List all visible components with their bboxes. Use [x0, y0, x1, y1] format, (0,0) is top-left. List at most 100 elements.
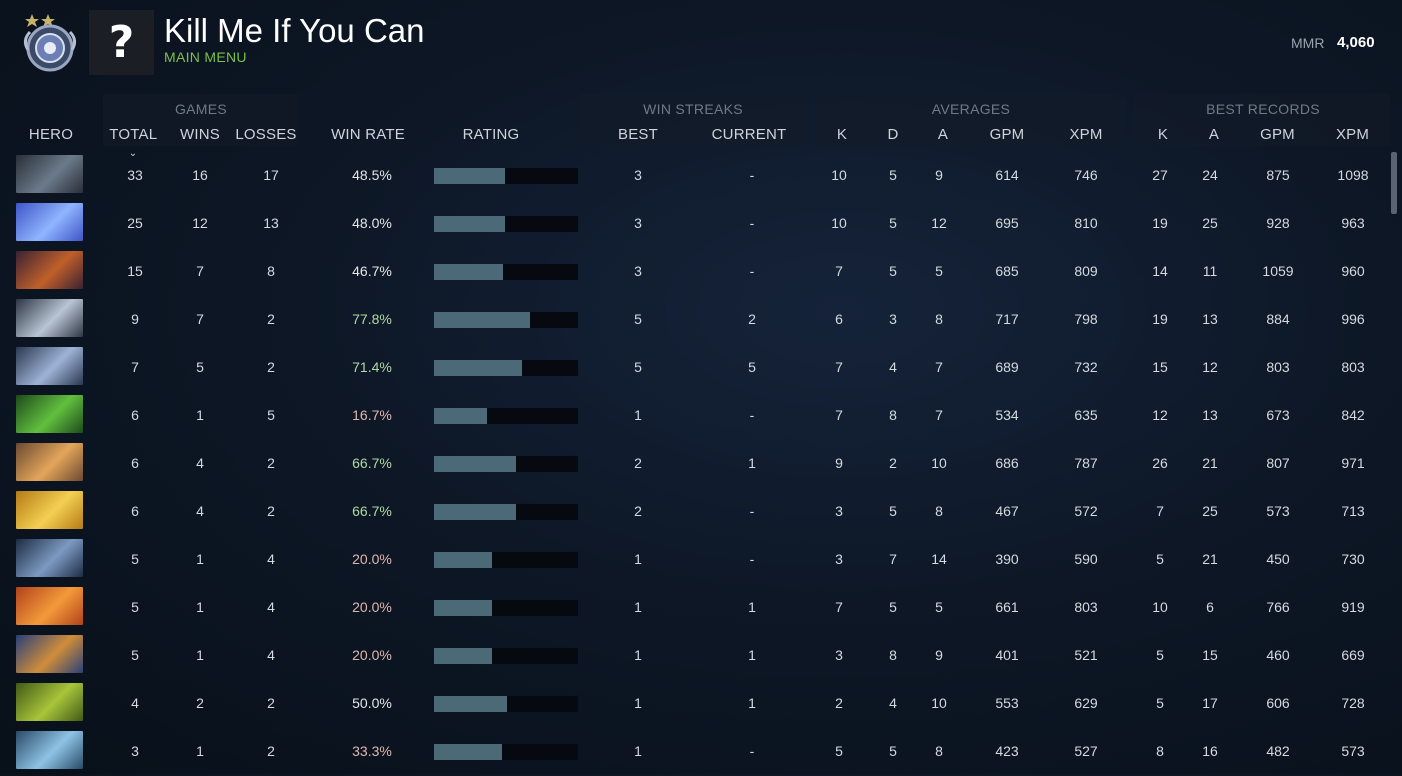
col-hero[interactable]: HERO [28, 126, 74, 143]
cell-best-gpm: 482 [1266, 743, 1290, 759]
col-win-rate[interactable]: WIN RATE [331, 126, 405, 143]
hero-portrait-13[interactable] [16, 731, 83, 769]
col-avg-gpm[interactable]: GPM [989, 126, 1025, 143]
cell-avg-gpm: 661 [995, 599, 1019, 615]
cell-wins: 1 [196, 407, 204, 423]
cell-current-streak: - [749, 407, 755, 423]
col-best-streak[interactable]: BEST [618, 126, 658, 143]
col-avg-a[interactable]: A [937, 126, 949, 143]
cell-current-streak: - [749, 167, 755, 183]
cell-best-gpm: 807 [1266, 455, 1290, 471]
cell-best-a: 25 [1202, 215, 1218, 231]
cell-avg-gpm: 614 [995, 167, 1019, 183]
profile-header: ? Kill Me If You Can MAIN MENU MMR 4,060 [0, 0, 1402, 82]
rating-bar-fill [434, 648, 492, 664]
cell-wins: 1 [196, 647, 204, 663]
col-rating[interactable]: RATING [462, 126, 520, 143]
cell-current-streak: 1 [748, 695, 756, 711]
cell-avg-gpm: 685 [995, 263, 1019, 279]
best-records-group-band [1134, 94, 1390, 146]
cell-best-k: 19 [1152, 311, 1168, 327]
cell-avg-d: 3 [889, 311, 897, 327]
cell-best-gpm: 450 [1266, 551, 1290, 567]
cell-avg-gpm: 390 [995, 551, 1019, 567]
rating-bar-fill [434, 696, 507, 712]
cell-avg-d: 5 [889, 743, 897, 759]
hero-portrait-6[interactable] [16, 395, 83, 433]
col-avg-k[interactable]: K [836, 126, 848, 143]
cell-avg-d: 2 [889, 455, 897, 471]
player-avatar[interactable]: ? [89, 10, 154, 75]
col-current-streak[interactable]: CURRENT [711, 126, 787, 143]
table-row[interactable]: 9 7 2 5 2 6 3 8 717 798 19 13 884 996 77.8% [0, 296, 1390, 344]
games-group-band [103, 94, 298, 146]
hero-portrait-5[interactable] [16, 347, 83, 385]
hero-portrait-4[interactable] [16, 299, 83, 337]
table-row[interactable]: 7 5 2 5 5 7 4 7 689 732 15 12 803 803 71.4% [0, 344, 1390, 392]
table-row[interactable]: 6 1 5 1 - 7 8 7 534 635 12 13 673 842 16.7% [0, 392, 1390, 440]
cell-avg-xpm: 746 [1074, 167, 1098, 183]
col-best-gpm[interactable]: GPM [1260, 126, 1295, 143]
cell-best-a: 24 [1202, 167, 1218, 183]
hero-portrait-3[interactable] [16, 251, 83, 289]
col-wins[interactable]: WINS [180, 126, 220, 143]
cell-best-xpm: 971 [1341, 455, 1365, 471]
table-row[interactable]: 25 12 13 3 - 10 5 12 695 810 19 25 928 963 48.0% [0, 200, 1390, 248]
rating-bar-fill [434, 312, 530, 328]
cell-wins: 4 [196, 455, 204, 471]
table-row[interactable]: 5 1 4 1-3 7 14 390 590 5 21 450 730 20.0% [0, 536, 1390, 584]
cell-best-xpm: 713 [1341, 503, 1365, 519]
cell-best-a: 11 [1202, 263, 1218, 279]
cell-avg-k: 7 [835, 263, 843, 279]
rating-bar-fill [434, 216, 505, 232]
table-row[interactable]: 4 2 2 1 1 2 4 10 553 629 5 17 606 728 50.0% [0, 680, 1390, 728]
cell-avg-a: 10 [931, 695, 947, 711]
col-avg-xpm[interactable]: XPM [1069, 126, 1103, 143]
cell-best-k: 12 [1152, 407, 1168, 423]
cell-avg-a: 7 [935, 407, 943, 423]
hero-portrait-11[interactable] [16, 635, 83, 673]
cell-best-gpm: 875 [1266, 167, 1290, 183]
rating-bar [434, 600, 578, 616]
cell-total: 33 [127, 167, 143, 183]
table-row[interactable]: 6 4 2 2 1 9 2 10 686 787 26 21 807 971 66.7% [0, 440, 1390, 488]
cell-current-streak: 1 [748, 599, 756, 615]
hero-portrait-12[interactable] [16, 683, 83, 721]
rating-bar-fill [434, 552, 492, 568]
col-losses[interactable]: LOSSES [235, 126, 297, 143]
scrollbar-thumb[interactable] [1391, 152, 1397, 214]
main-menu-link[interactable]: MAIN MENU [164, 49, 247, 65]
win-streaks-group-band [580, 94, 806, 146]
cell-wins: 12 [192, 215, 208, 231]
cell-win-rate: 48.5% [352, 167, 392, 183]
cell-avg-a: 9 [935, 647, 943, 663]
hero-portrait-7[interactable] [16, 443, 83, 481]
table-row[interactable]: 3 1 2 1 - 5 5 8 423 527 8 16 482 573 33.3% [0, 728, 1390, 776]
col-best-xpm[interactable]: XPM [1335, 126, 1370, 143]
cell-best-streak: 2 [634, 503, 642, 519]
cell-avg-a: 14 [931, 551, 947, 567]
hero-portrait-10[interactable] [16, 587, 83, 625]
cell-avg-xpm: 572 [1074, 503, 1098, 519]
col-best-k[interactable]: K [1157, 126, 1169, 143]
table-row[interactable]: 5 1 4 1 1 3 8 9 401 521 5 15 460 669 20.0% [0, 632, 1390, 680]
rating-bar [434, 504, 578, 520]
table-row[interactable]: 15 7 8 3 - 7 5 5 685 809 14 11 1059 960 46.7% [0, 248, 1390, 296]
col-total[interactable]: TOTAL ⌄ [103, 126, 163, 160]
hero-portrait-9[interactable] [16, 539, 83, 577]
cell-win-rate: 20.0% [352, 647, 392, 663]
cell-avg-k: 10 [831, 215, 847, 231]
table-row[interactable]: 5 1 4 1 1 7 5 5 661 803 10 6 766 919 20.0% [0, 584, 1390, 632]
rating-bar [434, 264, 578, 280]
hero-portrait-1[interactable] [16, 155, 83, 193]
rating-bar-fill [434, 600, 492, 616]
cell-best-k: 5 [1156, 647, 1164, 663]
table-row[interactable]: 6 4 2 2 - 3 5 8 467 572 7 25 573 713 66.7% [0, 488, 1390, 536]
rating-bar [434, 216, 578, 232]
col-best-a[interactable]: A [1208, 126, 1220, 143]
table-row[interactable]: 33 16 17 3 - 10 5 9 614 746 27 24 875 1098 48.5% [0, 152, 1390, 200]
cell-total: 4 [131, 695, 139, 711]
hero-portrait-2[interactable] [16, 203, 83, 241]
col-avg-d[interactable]: D [887, 126, 899, 143]
hero-portrait-8[interactable] [16, 491, 83, 529]
